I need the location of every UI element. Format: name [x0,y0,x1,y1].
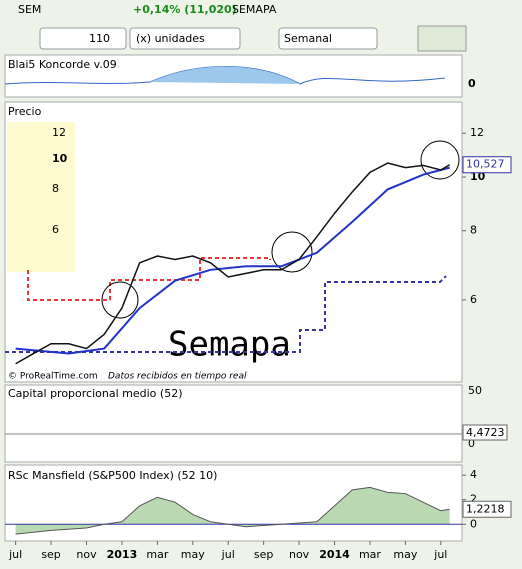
y-tick-label: 10 [470,170,486,183]
ticker: SEM [18,3,41,16]
capital-panel [4,384,463,463]
y-tick-label: 8 [470,224,477,237]
capital-tick: 50 [468,384,482,397]
last-box [462,424,508,441]
y-tick-label: 2 [470,493,477,506]
x-tick-label: mar [359,548,381,561]
capital-tick: 0 [468,437,475,450]
credit-note: Datos recibidos en tiempo real [108,372,247,382]
ma-line [15,166,450,355]
x-tick-label: 2013 [107,548,138,561]
price-panel [4,101,463,383]
capital-title: Capital proporcional medio (52) [8,387,182,400]
mansfield-area [15,487,450,535]
stop-line [27,257,271,301]
watermark: Semapa [168,325,291,365]
koncorde-title: Blai5 Koncorde v.09 [8,58,117,71]
circle [271,231,313,273]
period-box[interactable] [278,27,378,50]
inset [7,122,75,272]
unit: (x) unidades [136,32,205,45]
y-tick-label: 12 [470,126,484,139]
qty: 110 [89,32,110,45]
last-box [462,156,512,174]
x-tick-label: may [393,548,417,561]
x-tick-label: 2014 [319,548,350,561]
circle [420,140,460,180]
price-line [15,162,451,365]
price-last: 10,527 [466,158,505,171]
inset-tick: 10 [52,152,68,165]
circle [101,281,139,319]
inset-tick: 8 [52,182,59,195]
koncorde-area [150,66,300,84]
y-tick-label: 6 [470,293,477,306]
tool-btn[interactable] [417,25,467,52]
y-tick-label: 0 [470,517,477,530]
x-tick-label: jul [433,548,447,561]
last-box [462,500,512,518]
x-tick-label: sep [254,548,273,561]
koncorde-panel [4,54,463,98]
capital-last: 4,4723 [466,426,505,439]
mansfield-title: RSc Mansfield (S&P500 Index) (52 10) [8,469,217,482]
x-tick-label: nov [289,548,310,561]
y-tick-label: 4 [470,468,477,481]
inset-tick: 12 [52,126,66,139]
x-tick-label: sep [41,548,60,561]
mansfield-line [15,486,450,535]
mansfield-last: 1,2218 [466,502,505,515]
x-tick-label: jul [221,548,235,561]
period: Semanal [284,32,332,45]
x-tick-label: jul [8,548,22,561]
price-title: Precio [8,105,42,118]
x-tick-label: nov [76,548,97,561]
qty-box[interactable] [39,27,127,50]
change: +0,14% (11,020) [133,3,237,16]
koncorde-tick: 0 [468,77,476,90]
name: SEMAPA [232,3,277,16]
unit-box[interactable] [129,27,241,50]
inset-tick: 6 [52,223,59,236]
credit: © ProRealTime.com [8,372,98,382]
x-tick-label: mar [146,548,168,561]
support-line [5,275,447,353]
x-tick-label: may [181,548,205,561]
